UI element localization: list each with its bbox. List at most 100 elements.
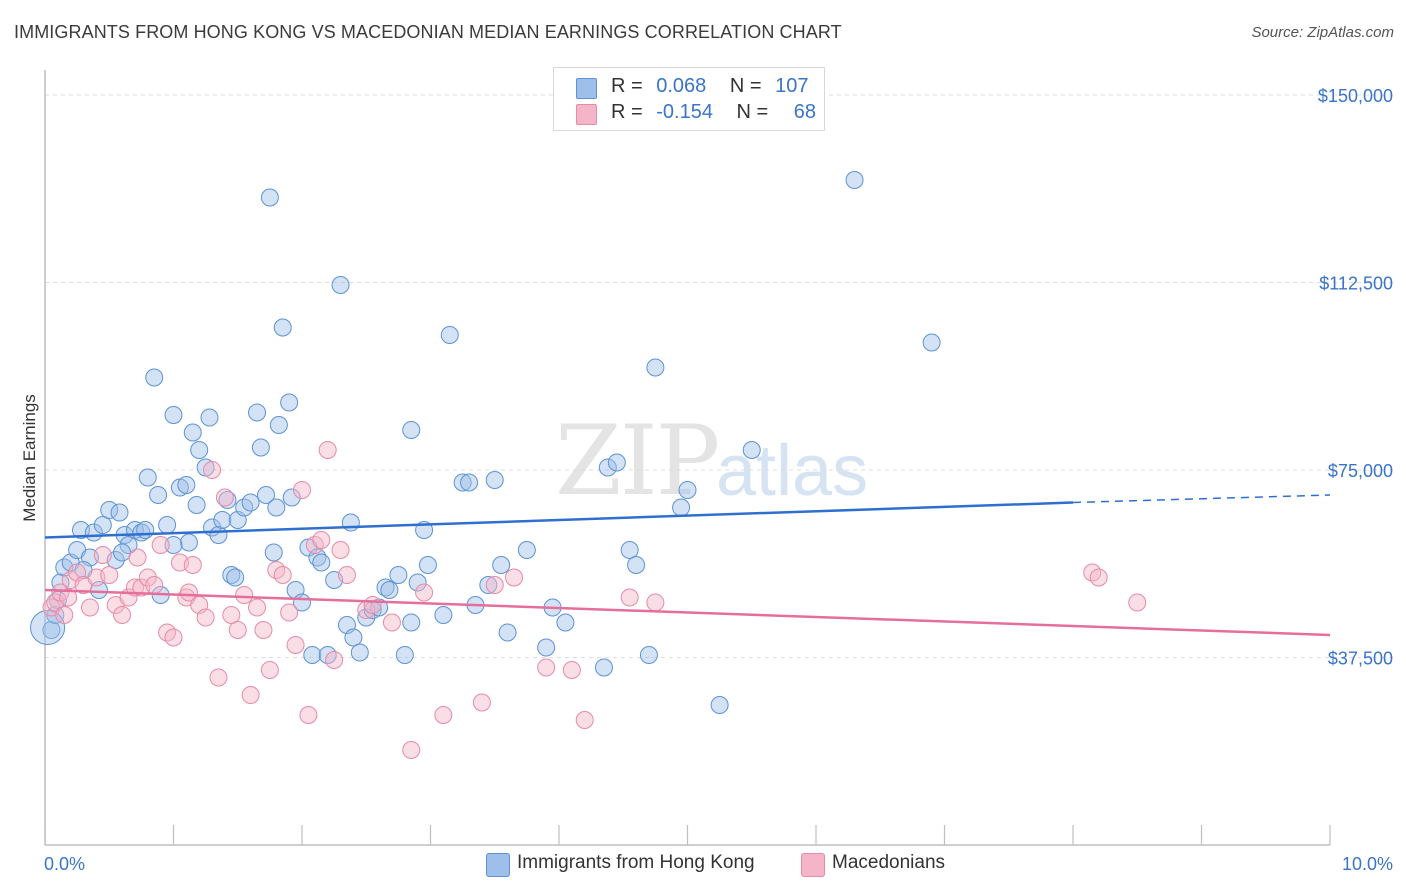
hong-kong-point bbox=[453, 473, 472, 492]
macedonians-point bbox=[125, 578, 144, 597]
macedonians-point bbox=[138, 568, 157, 587]
macedonians-point bbox=[331, 541, 350, 559]
hong-kong-point bbox=[30, 610, 66, 645]
hong-kong-point bbox=[434, 606, 453, 624]
macedonians-point bbox=[248, 598, 267, 617]
hong-kong-point bbox=[646, 358, 665, 377]
hong-kong-point bbox=[598, 458, 617, 477]
macedonians-point bbox=[363, 596, 382, 614]
legend-swatch-blue bbox=[576, 78, 597, 99]
hong-kong-point bbox=[408, 573, 427, 592]
macedonians-point bbox=[260, 661, 279, 679]
legend-n-label: N = bbox=[736, 101, 769, 123]
hong-kong-point bbox=[344, 628, 363, 647]
trend-line-macedonians bbox=[44, 588, 1331, 637]
source-label: Source: ZipAtlas.com bbox=[1251, 24, 1394, 41]
macedonians-point bbox=[151, 536, 170, 554]
hong-kong-point bbox=[110, 503, 129, 522]
legend-label: Immigrants from Hong Kong bbox=[517, 852, 755, 873]
macedonians-point bbox=[59, 588, 78, 607]
trend-lines bbox=[44, 494, 1331, 637]
macedonians-point bbox=[145, 576, 164, 594]
macedonians-point bbox=[337, 566, 356, 584]
hong-kong-point bbox=[226, 568, 245, 587]
macedonians-point bbox=[203, 461, 222, 479]
macedonians-point bbox=[222, 606, 241, 624]
hong-kong-point bbox=[113, 543, 132, 562]
hong-kong-point bbox=[269, 416, 288, 434]
hong-kong-point bbox=[200, 408, 219, 427]
trend-line-hong-kong-extension bbox=[1072, 494, 1331, 504]
macedonians-point bbox=[254, 621, 273, 639]
series-hong-kong-points bbox=[30, 171, 941, 714]
hong-kong-point bbox=[479, 576, 498, 594]
y-axis-label: Median Earnings bbox=[20, 394, 39, 522]
hong-kong-point bbox=[164, 536, 183, 554]
hong-kong-point bbox=[395, 646, 414, 664]
hong-kong-point bbox=[149, 486, 168, 504]
hong-kong-point bbox=[440, 326, 459, 344]
macedonians-point bbox=[537, 658, 556, 677]
y-tick-label: $37,500 bbox=[1328, 649, 1393, 669]
hong-kong-point bbox=[331, 276, 350, 294]
macedonians-point bbox=[273, 566, 292, 584]
hong-kong-point bbox=[389, 566, 408, 584]
hong-kong-point bbox=[145, 368, 164, 387]
legend-r-label: R = bbox=[611, 101, 643, 123]
hong-kong-point bbox=[485, 471, 504, 489]
y-tick-label: $112,500 bbox=[1319, 274, 1393, 294]
macedonians-point bbox=[80, 598, 99, 617]
hong-kong-point bbox=[845, 171, 864, 189]
legend-swatch-pink bbox=[801, 853, 825, 877]
hong-kong-point bbox=[282, 488, 301, 507]
hong-kong-point bbox=[251, 438, 270, 457]
hong-kong-point bbox=[350, 643, 369, 662]
hong-kong-point bbox=[607, 453, 626, 472]
macedonians-point bbox=[1089, 568, 1108, 587]
macedonians-point bbox=[318, 441, 337, 459]
macedonians-point bbox=[209, 668, 228, 687]
hong-kong-point bbox=[492, 556, 511, 574]
macedonians-point bbox=[179, 583, 198, 602]
hong-kong-point bbox=[402, 421, 421, 439]
hong-kong-point bbox=[537, 638, 556, 657]
correlation-legend: R = 0.068 N = 107 R = -0.154 N = 68 bbox=[553, 67, 825, 131]
hong-kong-point bbox=[418, 556, 437, 574]
macedonians-point bbox=[472, 693, 491, 712]
hong-kong-point bbox=[312, 553, 331, 572]
legend-r-label: R = bbox=[611, 75, 643, 97]
hong-kong-point bbox=[138, 468, 157, 487]
hong-kong-point bbox=[257, 486, 276, 504]
legend-n-value: 107 bbox=[775, 75, 809, 97]
hong-kong-point bbox=[218, 491, 237, 509]
hong-kong-point bbox=[136, 521, 155, 539]
macedonians-point bbox=[164, 628, 183, 647]
macedonians-point bbox=[485, 576, 504, 594]
macedonians-point bbox=[434, 706, 453, 724]
hong-kong-point bbox=[280, 393, 299, 412]
x-tick-label: 0.0% bbox=[44, 854, 85, 874]
hong-kong-point bbox=[498, 623, 517, 642]
hong-kong-point bbox=[119, 536, 138, 554]
macedonians-point bbox=[562, 661, 581, 679]
macedonians-point bbox=[575, 711, 594, 729]
hong-kong-point bbox=[42, 621, 61, 639]
trend-line-hong-kong bbox=[44, 501, 1074, 539]
hong-kong-point bbox=[187, 496, 206, 514]
macedonians-point bbox=[55, 606, 74, 624]
macedonians-point bbox=[241, 686, 260, 704]
y-tick-label: $150,000 bbox=[1318, 86, 1393, 106]
hong-kong-point bbox=[264, 543, 283, 562]
macedonians-point bbox=[505, 568, 524, 587]
macedonians-point bbox=[293, 481, 311, 499]
macedonians-point bbox=[1128, 593, 1147, 612]
y-tick-label: $75,000 bbox=[1328, 461, 1393, 481]
x-tick-label: 10.0% bbox=[1342, 854, 1393, 874]
hong-kong-point bbox=[209, 526, 228, 544]
macedonians-point bbox=[325, 651, 344, 669]
macedonians-point bbox=[286, 636, 305, 654]
series-macedonians-points bbox=[42, 441, 1147, 759]
macedonians-point bbox=[128, 548, 147, 567]
macedonians-point bbox=[215, 488, 234, 507]
